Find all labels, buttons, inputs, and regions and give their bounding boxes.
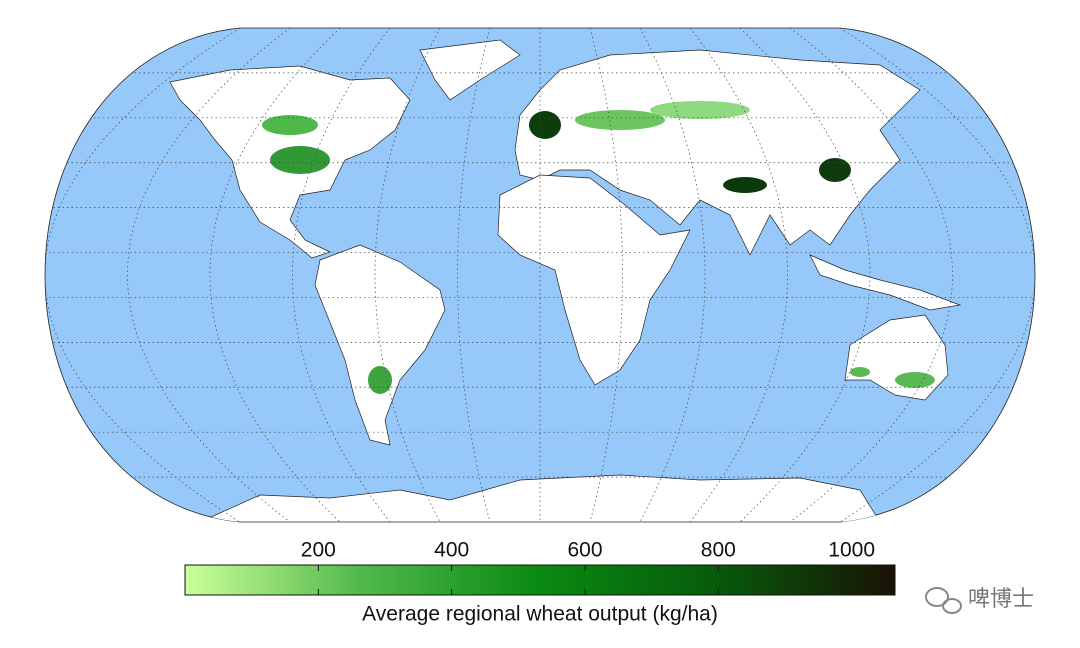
meridian <box>639 28 706 522</box>
colorbar-label: Average regional wheat output (kg/ha) <box>362 603 718 626</box>
meridian <box>45 28 241 522</box>
wheat-region <box>819 158 851 182</box>
wheat-region <box>270 146 330 174</box>
wheat-region <box>575 110 665 130</box>
wheat-region <box>368 366 392 394</box>
wheat-region <box>723 177 767 193</box>
colorbar-tick-label: 400 <box>434 539 469 562</box>
graticule <box>45 28 1035 522</box>
watermark-icon <box>925 587 962 614</box>
wheat-region <box>650 101 750 119</box>
meridian <box>127 28 291 522</box>
greenland <box>419 39 521 101</box>
meridian <box>839 28 1035 522</box>
wheat-region <box>529 111 561 139</box>
meridian <box>292 28 391 522</box>
meridian <box>374 28 441 522</box>
meridian <box>689 28 788 522</box>
watermark: 啤博士 <box>968 586 1034 611</box>
meridian <box>789 28 953 522</box>
wheat-region <box>850 367 870 377</box>
colorbar-gradient <box>184 564 896 596</box>
land-group <box>45 28 1035 522</box>
africa <box>497 174 691 386</box>
colorbar-ticks: 200 400 600 800 1000 <box>301 539 875 595</box>
wheat-region <box>895 372 935 388</box>
indonesia <box>809 254 962 311</box>
map <box>44 27 1036 523</box>
colorbar-tick-label: 800 <box>701 539 736 562</box>
watermark-group: 啤博士 <box>925 586 1034 614</box>
wheat-regions <box>262 101 935 394</box>
colorbar-tick-label: 1000 <box>828 539 875 562</box>
colorbar: 200 400 600 800 1000 Average regional wheat … <box>184 539 896 626</box>
south-america <box>314 244 446 446</box>
wheat-region <box>262 115 318 135</box>
colorbar-tick-label: 200 <box>301 539 336 562</box>
eurasia <box>514 49 921 256</box>
colorbar-tick-label: 600 <box>567 539 602 562</box>
antarctica <box>199 474 881 522</box>
